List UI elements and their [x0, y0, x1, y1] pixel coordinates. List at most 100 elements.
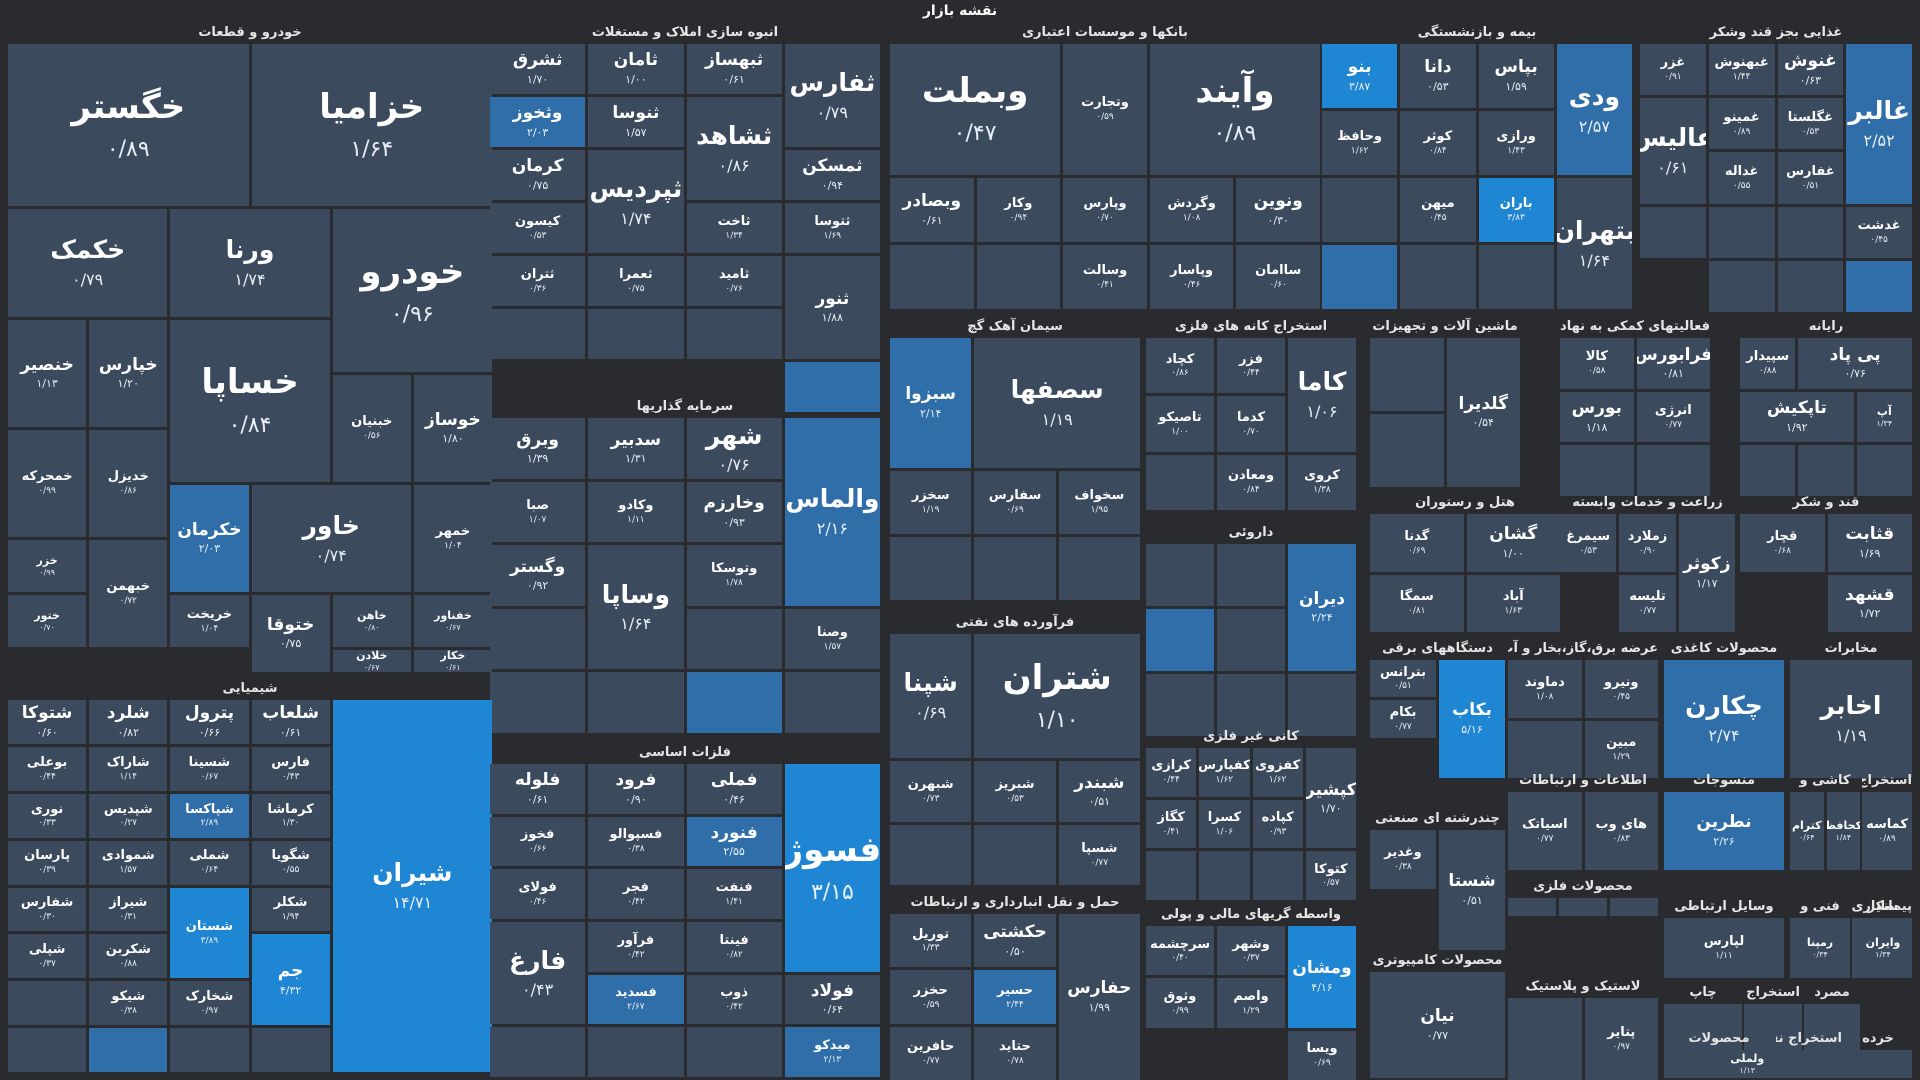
stock-tile[interactable]: ولملی ۱/۱۳	[1720, 1050, 1774, 1078]
stock-tile[interactable]: کترام ۰/۶۴	[1790, 792, 1824, 870]
stock-tile[interactable]: کسرا ۱/۰۶	[1199, 799, 1250, 849]
stock-tile[interactable]: وحافظ ۱/۶۲	[1322, 111, 1398, 175]
stock-tile[interactable]: خبنیان ۰/۵۶	[332, 374, 411, 482]
stock-tile[interactable]: وگستر ۰/۹۲	[490, 545, 586, 606]
stock-tile[interactable]: کفپارس ۱/۶۲	[1199, 748, 1250, 797]
stock-tile[interactable]: کرازی ۰/۴۴	[1146, 748, 1197, 797]
stock-tile[interactable]: شخارک ۰/۹۷	[170, 981, 249, 1026]
stock-tile[interactable]: زملارد ۰/۹۰	[1619, 514, 1676, 572]
stock-tile[interactable]: وبملت ۰/۴۷	[890, 44, 1061, 175]
stock-tile[interactable]: فسپوالو ۰/۳۸	[588, 816, 684, 867]
stock-tile[interactable]: کچاد ۰/۸۶	[1146, 338, 1214, 394]
stock-tile-small[interactable]	[686, 1027, 782, 1077]
stock-tile[interactable]: ختوقا ۰/۷۵	[251, 595, 330, 672]
stock-tile[interactable]: ثپردیس ۱/۷۴	[588, 150, 684, 253]
stock-tile[interactable]: ثفارس ۰/۷۹	[784, 44, 880, 147]
stock-tile[interactable]: گلدیرا ۰/۵۴	[1446, 338, 1520, 487]
stock-tile-small[interactable]	[170, 1028, 249, 1072]
stock-tile-small[interactable]	[490, 309, 586, 359]
stock-tile[interactable]: کپشیر ۱/۷۰	[1305, 748, 1356, 849]
stock-tile-small[interactable]	[1217, 674, 1285, 736]
stock-tile[interactable]: غزر ۰/۹۱	[1640, 44, 1706, 96]
stock-tile-small[interactable]	[974, 536, 1056, 600]
stock-tile[interactable]: کیسون ۰/۵۳	[490, 203, 586, 253]
stock-tile[interactable]: ثنوسا ۱/۵۷	[588, 97, 684, 147]
stock-tile[interactable]: نوری ۰/۳۳	[8, 793, 87, 838]
stock-tile[interactable]: شیران ۱۴/۷۱	[332, 700, 492, 1072]
stock-tile[interactable]: پتایر ۰/۹۷	[1584, 998, 1658, 1080]
stock-tile[interactable]: ویسا ۰/۶۹	[1288, 1030, 1356, 1080]
stock-tile[interactable]: حتاید ۰/۷۸	[974, 1026, 1056, 1080]
stock-tile[interactable]: خپارس ۱/۲۰	[89, 319, 168, 427]
stock-tile[interactable]: خگستر ۰/۸۹	[8, 44, 249, 207]
stock-tile[interactable]: ونیرو ۰/۴۵	[1584, 660, 1658, 718]
stock-tile[interactable]: خزر ۰/۹۹	[8, 539, 87, 593]
stock-tile[interactable]: رمپنا ۰/۳۴	[1790, 918, 1850, 978]
stock-tile[interactable]: وتجارت ۰/۵۹	[1063, 44, 1147, 175]
stock-tile[interactable]: کالا ۰/۵۸	[1560, 338, 1634, 389]
stock-tile[interactable]: لپارس ۱/۱۱	[1664, 918, 1784, 978]
stock-tile[interactable]: ثبهساز ۰/۶۱	[686, 44, 782, 94]
stock-tile[interactable]: وخارزم ۰/۹۳	[686, 481, 782, 543]
stock-tile[interactable]: ثمسکن ۰/۹۴	[784, 150, 880, 200]
stock-tile[interactable]: میهن ۰/۴۵	[1400, 178, 1476, 242]
stock-tile[interactable]: خاهن ۰/۸۰	[332, 595, 411, 648]
stock-tile[interactable]: شکلر ۱/۹۴	[251, 887, 330, 932]
stock-tile-small[interactable]	[1370, 338, 1444, 411]
stock-tile-small[interactable]	[784, 672, 880, 733]
stock-tile[interactable]: گشان ۱/۰۰	[1466, 514, 1560, 572]
stock-tile[interactable]: خلادن ۰/۶۷	[332, 650, 411, 672]
stock-tile-small[interactable]	[890, 824, 972, 885]
stock-tile[interactable]: وپارس ۰/۷۰	[1063, 178, 1147, 242]
stock-tile[interactable]: وکار ۰/۹۴	[976, 178, 1061, 242]
stock-tile-small[interactable]	[686, 608, 782, 670]
stock-tile-small[interactable]	[490, 1027, 586, 1077]
stock-tile-small[interactable]	[1708, 206, 1775, 258]
stock-tile-small[interactable]	[1798, 445, 1854, 496]
stock-tile[interactable]: ومشان ۴/۱۶	[1288, 926, 1356, 1028]
stock-tile[interactable]: مبین ۱/۲۹	[1584, 720, 1658, 778]
stock-tile[interactable]: بترانس ۰/۵۱	[1370, 660, 1436, 698]
stock-tile[interactable]: بکام ۰/۷۷	[1370, 700, 1436, 738]
stock-tile[interactable]: غمینو ۰/۸۹	[1708, 98, 1775, 150]
stock-tile[interactable]: سرچشمه ۰/۴۰	[1146, 926, 1214, 976]
stock-tile-small[interactable]	[490, 608, 586, 670]
stock-tile[interactable]: سصفها ۱/۱۹	[974, 338, 1140, 468]
stock-tile-small[interactable]	[490, 672, 586, 733]
stock-tile[interactable]: واصم ۱/۲۹	[1217, 978, 1285, 1028]
stock-tile[interactable]: بوعلی ۰/۴۴	[8, 746, 87, 791]
stock-tile-small[interactable]	[976, 245, 1061, 309]
stock-tile[interactable]: فرآور ۰/۴۲	[588, 922, 684, 972]
stock-tile-small[interactable]	[1640, 206, 1706, 258]
stock-tile-small[interactable]	[1777, 260, 1844, 312]
stock-tile[interactable]: وتوسکا ۱/۷۸	[686, 545, 782, 606]
stock-tile[interactable]: فملی ۰/۴۶	[686, 764, 782, 814]
stock-tile-small[interactable]	[890, 536, 972, 600]
stock-tile[interactable]: وثخوز ۲/۰۳	[490, 97, 586, 147]
stock-tile[interactable]: غفارس ۰/۵۱	[1777, 152, 1844, 204]
stock-tile[interactable]: شپنا ۰/۶۹	[890, 634, 972, 758]
stock-tile[interactable]: سبزوا ۲/۱۴	[890, 338, 972, 468]
stock-tile-small[interactable]	[1146, 454, 1214, 510]
stock-tile-small[interactable]	[1252, 851, 1303, 900]
stock-tile[interactable]: وسالت ۰/۴۱	[1063, 245, 1147, 309]
stock-tile[interactable]: شیکو ۰/۳۸	[89, 981, 168, 1026]
stock-tile[interactable]: خنصیر ۱/۱۳	[8, 319, 87, 427]
stock-tile[interactable]: خکار ۰/۶۱	[413, 650, 492, 672]
stock-tile-small[interactable]	[251, 1028, 330, 1072]
stock-tile[interactable]: کپاده ۰/۹۳	[1252, 799, 1303, 849]
stock-tile-small[interactable]	[1217, 609, 1285, 671]
stock-tile-small[interactable]	[1508, 720, 1582, 778]
stock-tile[interactable]: کحافظ۱/۸۴	[1826, 792, 1860, 870]
stock-tile[interactable]: حکشتی ۰/۵۰	[974, 914, 1056, 968]
stock-tile[interactable]: وثوق ۰/۹۹	[1146, 978, 1214, 1028]
stock-tile[interactable]: فجر ۰/۴۲	[588, 869, 684, 919]
stock-tile[interactable]: ختور ۰/۷۰	[8, 595, 87, 648]
stock-tile-small[interactable]	[686, 672, 782, 733]
stock-tile[interactable]: غنوش ۰/۶۳	[1777, 44, 1844, 96]
stock-tile[interactable]: سیمرغ ۰/۵۳	[1560, 514, 1617, 572]
stock-tile[interactable]: خزامیا ۱/۶۴	[251, 44, 492, 207]
stock-tile[interactable]: غالبر ۲/۵۲	[1846, 44, 1912, 204]
stock-tile[interactable]: کگاز ۰/۴۱	[1146, 799, 1197, 849]
stock-tile[interactable]: شاراک ۱/۱۴	[89, 746, 168, 791]
